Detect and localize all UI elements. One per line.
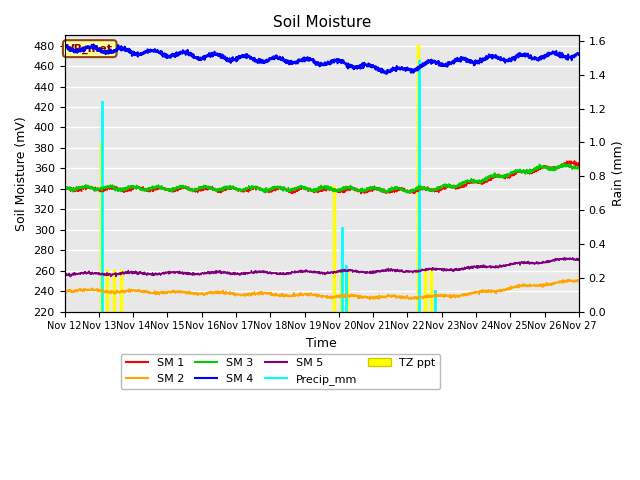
SM 2 bbox=[61, 289, 68, 295]
SM 2 bbox=[560, 278, 568, 284]
Legend: SM 1, SM 2, SM 3, SM 4, SM 5, Precip_mm, TZ ppt: SM 1, SM 2, SM 3, SM 4, SM 5, Precip_mm,… bbox=[121, 354, 440, 389]
X-axis label: Time: Time bbox=[307, 337, 337, 350]
SM 3 bbox=[61, 185, 68, 191]
SM 3 bbox=[311, 189, 319, 195]
SM 5 bbox=[561, 255, 568, 261]
SM 4 bbox=[575, 51, 583, 57]
SM 5 bbox=[575, 256, 583, 262]
SM 5 bbox=[560, 255, 568, 261]
Text: VR_met: VR_met bbox=[67, 44, 113, 54]
Y-axis label: Soil Moisture (mV): Soil Moisture (mV) bbox=[15, 116, 28, 231]
SM 3 bbox=[575, 166, 583, 171]
SM 4 bbox=[298, 56, 305, 62]
SM 3 bbox=[561, 162, 568, 168]
Title: Soil Moisture: Soil Moisture bbox=[273, 15, 371, 30]
SM 1 bbox=[410, 191, 417, 196]
SM 4 bbox=[467, 60, 474, 66]
SM 2 bbox=[311, 291, 319, 297]
SM 5 bbox=[87, 270, 95, 276]
SM 5 bbox=[61, 272, 68, 278]
SM 3 bbox=[87, 184, 95, 190]
SM 2 bbox=[414, 297, 422, 302]
SM 4 bbox=[561, 54, 568, 60]
SM 1 bbox=[571, 158, 579, 164]
SM 5 bbox=[561, 255, 568, 261]
SM 5 bbox=[311, 268, 319, 274]
SM 5 bbox=[298, 267, 305, 273]
SM 2 bbox=[87, 288, 95, 293]
Y-axis label: Rain (mm): Rain (mm) bbox=[612, 141, 625, 206]
SM 2 bbox=[297, 292, 305, 298]
SM 3 bbox=[561, 164, 568, 169]
SM 3 bbox=[261, 190, 269, 195]
SM 1 bbox=[311, 190, 319, 195]
SM 4 bbox=[87, 44, 95, 50]
SM 3 bbox=[560, 161, 568, 167]
Line: SM 5: SM 5 bbox=[65, 258, 579, 276]
SM 1 bbox=[87, 185, 95, 191]
Line: SM 1: SM 1 bbox=[65, 161, 579, 193]
SM 1 bbox=[575, 161, 583, 167]
Line: SM 4: SM 4 bbox=[65, 45, 579, 74]
SM 2 bbox=[466, 292, 474, 298]
SM 4 bbox=[90, 42, 97, 48]
SM 4 bbox=[61, 42, 68, 48]
SM 4 bbox=[311, 60, 319, 65]
SM 1 bbox=[560, 160, 568, 166]
SM 5 bbox=[466, 265, 474, 271]
SM 1 bbox=[61, 185, 68, 191]
SM 4 bbox=[383, 71, 390, 77]
SM 2 bbox=[561, 279, 568, 285]
SM 1 bbox=[466, 180, 474, 185]
SM 4 bbox=[561, 54, 568, 60]
Line: SM 2: SM 2 bbox=[65, 279, 579, 300]
SM 1 bbox=[561, 161, 568, 167]
SM 2 bbox=[564, 276, 572, 282]
Line: SM 3: SM 3 bbox=[65, 164, 579, 192]
SM 5 bbox=[107, 274, 115, 279]
SM 3 bbox=[466, 179, 474, 185]
SM 2 bbox=[575, 277, 583, 283]
SM 3 bbox=[298, 183, 305, 189]
SM 1 bbox=[297, 185, 305, 191]
